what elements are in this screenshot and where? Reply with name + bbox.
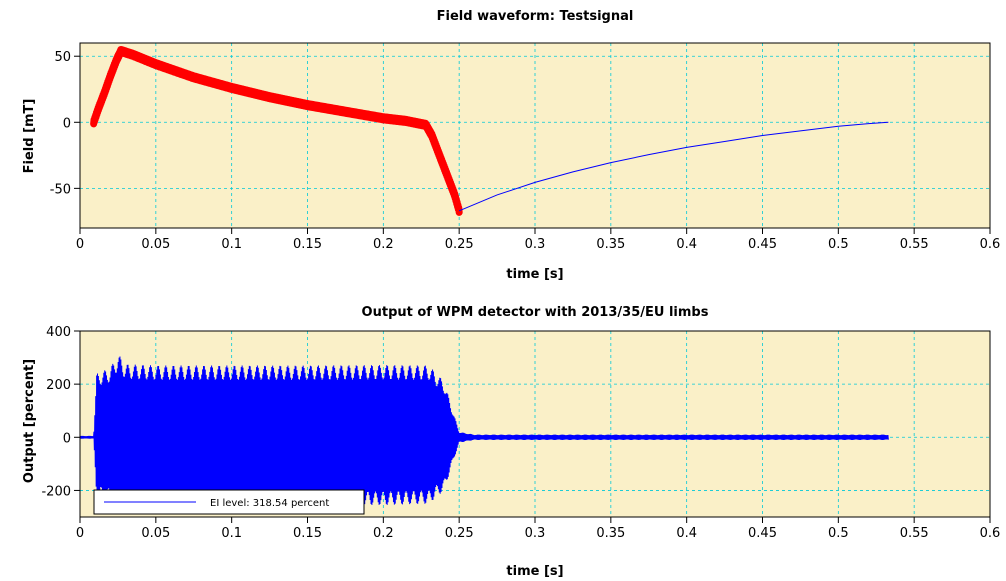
grid bbox=[80, 43, 990, 228]
x-tick-label: 0.6 bbox=[980, 237, 1001, 252]
x-tick-label: 0.1 bbox=[221, 237, 242, 252]
x-tick-label: 0 bbox=[76, 237, 84, 252]
x-tick-label: 0.5 bbox=[828, 526, 849, 541]
x-tick-label: 0.4 bbox=[676, 526, 697, 541]
x-tick-label: 0.25 bbox=[445, 526, 474, 541]
x-tick-label: 0.2 bbox=[373, 237, 394, 252]
x-tick-label: 0.35 bbox=[596, 237, 625, 252]
x-tick-label: 0.25 bbox=[445, 237, 474, 252]
x-tick-label: 0 bbox=[76, 526, 84, 541]
y-tick-label: 200 bbox=[46, 378, 71, 393]
y-tick-label: 50 bbox=[54, 50, 71, 65]
x-tick-label: 0.45 bbox=[748, 526, 777, 541]
x-axis-label: time [s] bbox=[506, 267, 563, 282]
y-axis-label: Output [percent] bbox=[22, 359, 37, 483]
chart-title: Field waveform: Testsignal bbox=[437, 9, 634, 24]
x-axis-label: time [s] bbox=[506, 564, 563, 579]
y-tick-label: 0 bbox=[63, 116, 71, 131]
x-tick-label: 0.05 bbox=[141, 526, 170, 541]
y-axis-label: Field [mT] bbox=[22, 99, 37, 174]
x-tick-label: 0.3 bbox=[525, 526, 546, 541]
x-tick-label: 0.2 bbox=[373, 526, 394, 541]
x-tick-label: 0.55 bbox=[900, 237, 929, 252]
wpm-output-panel: Output of WPM detector with 2013/35/EU l… bbox=[22, 305, 1000, 579]
x-tick-label: 0.15 bbox=[293, 526, 322, 541]
x-tick-label: 0.45 bbox=[748, 237, 777, 252]
x-tick-label: 0.55 bbox=[900, 526, 929, 541]
x-tick-label: 0.15 bbox=[293, 237, 322, 252]
field-waveform-panel: Field waveform: Testsignal 0 0.05 0.1 0.15 0… bbox=[22, 9, 1000, 282]
axis-ticks: 0 0.05 0.1 0.15 0.2 0.25 0.3 0.35 0.4 0.45 0.5 0.55… bbox=[41, 325, 1000, 541]
legend-label: EI level: 318.54 percent bbox=[210, 498, 329, 509]
axis-ticks: 0 0.05 0.1 0.15 0.2 0.25 0.3 0.35 0.4 0.45 0.5 0.55… bbox=[50, 50, 1001, 252]
x-tick-label: 0.1 bbox=[221, 526, 242, 541]
x-tick-label: 0.35 bbox=[596, 526, 625, 541]
x-tick-label: 0.4 bbox=[676, 237, 697, 252]
series-group bbox=[90, 46, 889, 216]
x-tick-label: 0.5 bbox=[828, 237, 849, 252]
y-tick-label: 0 bbox=[63, 431, 71, 446]
x-tick-label: 0.05 bbox=[141, 237, 170, 252]
series-line-blue bbox=[458, 121, 889, 212]
y-tick-label: 400 bbox=[46, 325, 71, 340]
legend: EI level: 318.54 percent bbox=[93, 489, 365, 515]
x-tick-label: 0.3 bbox=[525, 237, 546, 252]
series-clip bbox=[90, 46, 889, 216]
chart-title: Output of WPM detector with 2013/35/EU l… bbox=[362, 305, 709, 320]
series-line-red bbox=[90, 46, 463, 216]
x-tick-label: 0.6 bbox=[980, 526, 1001, 541]
y-tick-label: -200 bbox=[41, 484, 71, 499]
y-tick-label: -50 bbox=[50, 182, 71, 197]
